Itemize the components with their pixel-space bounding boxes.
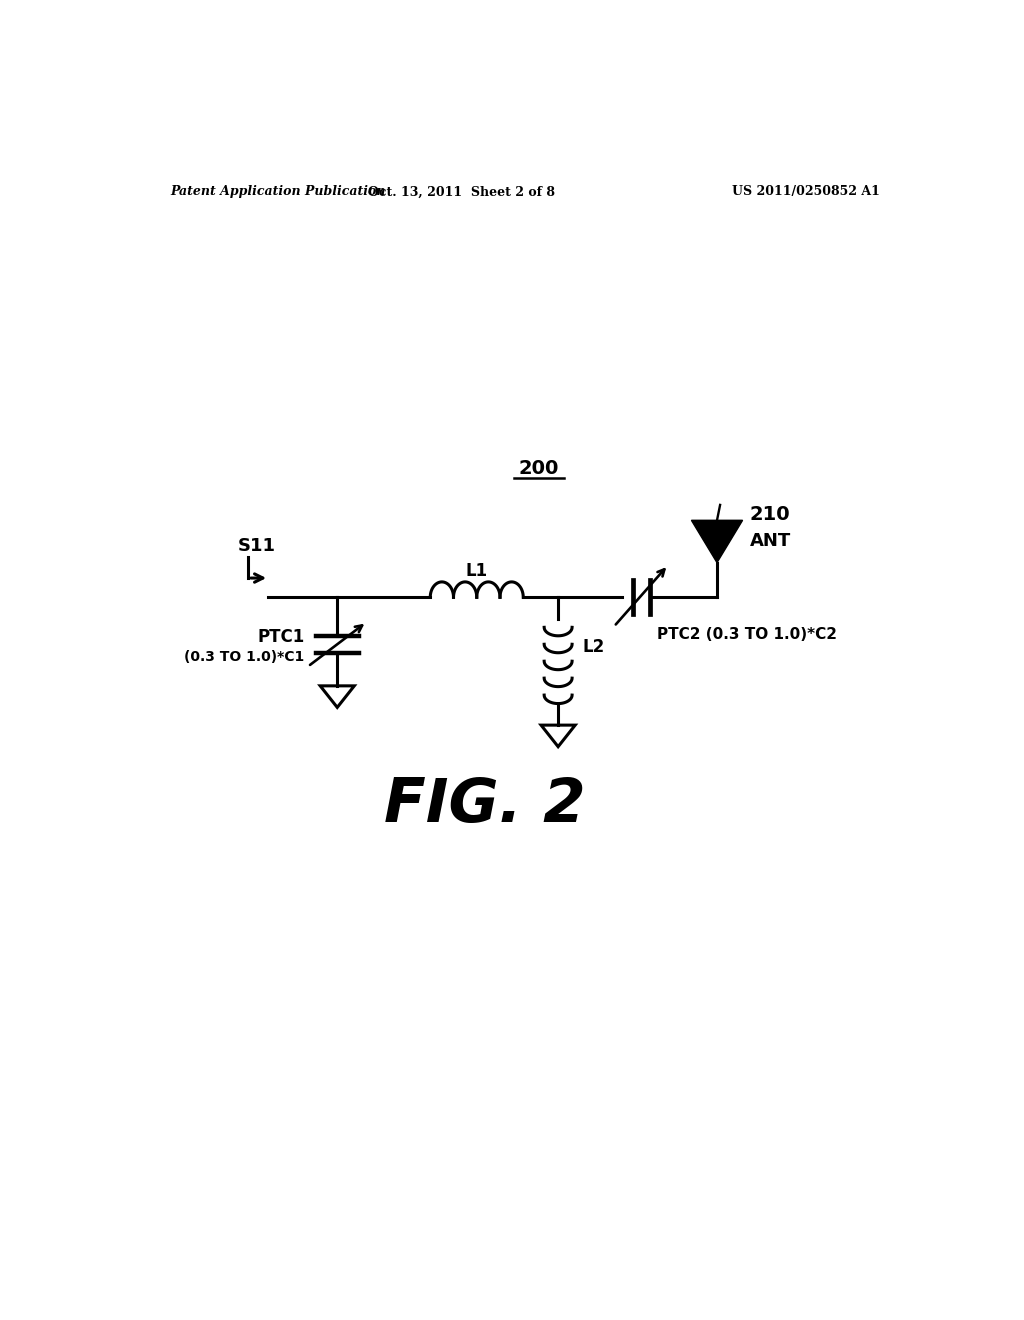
Text: FIG. 2: FIG. 2 [384,776,586,834]
Text: PTC2 (0.3 TO 1.0)*C2: PTC2 (0.3 TO 1.0)*C2 [657,627,838,642]
Text: 200: 200 [518,459,559,478]
Text: S11: S11 [238,537,276,554]
Text: Patent Application Publication: Patent Application Publication [171,185,386,198]
Text: L2: L2 [583,639,605,656]
Text: ANT: ANT [750,532,791,550]
Text: (0.3 TO 1.0)*C1: (0.3 TO 1.0)*C1 [184,651,305,664]
Text: PTC1: PTC1 [257,628,305,647]
Text: Oct. 13, 2011  Sheet 2 of 8: Oct. 13, 2011 Sheet 2 of 8 [368,185,555,198]
Polygon shape [691,520,742,562]
Text: 210: 210 [750,506,791,524]
Text: US 2011/0250852 A1: US 2011/0250852 A1 [732,185,880,198]
Text: L1: L1 [466,562,487,581]
